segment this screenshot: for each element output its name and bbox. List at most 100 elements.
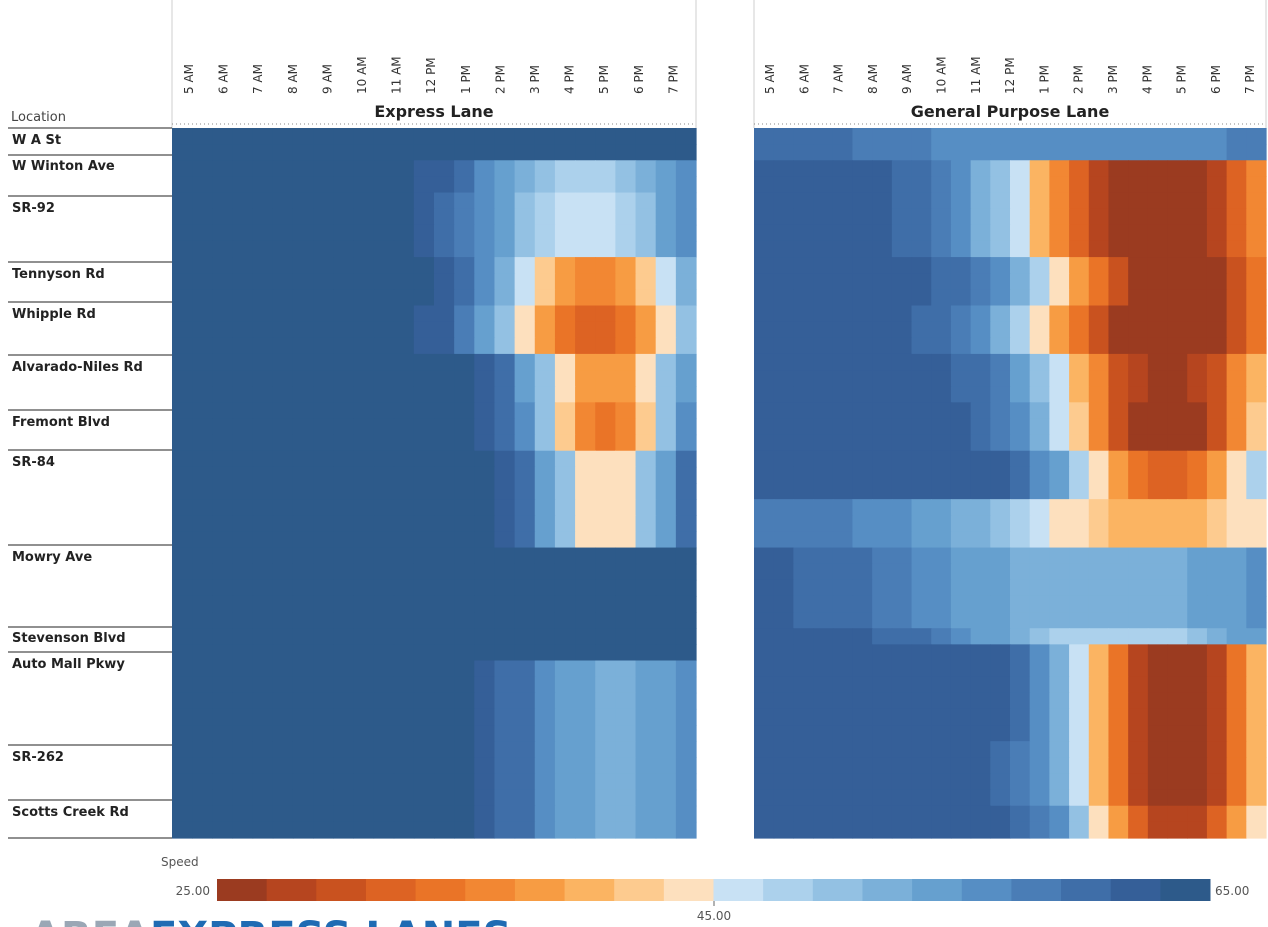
heatmap-cell	[252, 192, 274, 210]
heatmap-cell	[1187, 676, 1208, 694]
heatmap-cell	[1246, 337, 1267, 355]
heatmap-cell	[434, 128, 455, 145]
heatmap-cell	[172, 483, 193, 500]
heatmap-cell	[393, 676, 415, 694]
heatmap-cell	[1108, 692, 1129, 710]
heatmap-cell	[192, 289, 213, 307]
heatmap-cell	[891, 321, 913, 339]
heatmap-cell	[615, 660, 637, 678]
heatmap-cell	[1246, 466, 1267, 484]
heatmap-cell	[872, 240, 893, 258]
heatmap-cell	[434, 789, 455, 807]
heatmap-cell	[454, 805, 475, 823]
heatmap-cell	[832, 483, 854, 500]
heatmap-cell	[615, 708, 637, 726]
heatmap-cell	[891, 789, 913, 807]
heatmap-cell	[172, 450, 193, 468]
heatmap-cell	[1206, 660, 1228, 678]
heatmap-cell	[554, 515, 576, 533]
heatmap-cell	[514, 741, 536, 758]
heatmap-cell	[655, 192, 677, 210]
heatmap-cell	[635, 595, 657, 613]
heatmap-cell	[514, 805, 536, 823]
heatmap-cell	[1108, 176, 1129, 194]
heatmap-cell	[494, 483, 516, 500]
heatmap-cell	[534, 676, 556, 694]
heatmap-cell	[891, 418, 913, 436]
heatmap-cell	[911, 208, 932, 226]
heatmap-cell	[353, 692, 375, 710]
heatmap-cell	[1088, 192, 1110, 210]
heatmap-cell	[891, 805, 913, 823]
heatmap-cell	[413, 531, 435, 549]
heatmap-cell	[413, 353, 435, 371]
heatmap-cell	[970, 660, 991, 678]
heatmap-cell	[595, 547, 616, 565]
heatmap-cell	[931, 531, 952, 549]
heatmap-cell	[272, 515, 294, 533]
heatmap-cell	[514, 128, 536, 145]
heatmap-cell	[575, 144, 596, 161]
heatmap-cell	[1088, 160, 1110, 178]
heatmap-cell	[635, 160, 657, 178]
heatmap-cell	[793, 289, 814, 307]
heatmap-cell	[292, 612, 314, 629]
heatmap-cell	[931, 273, 952, 290]
heatmap-cell	[434, 821, 455, 839]
heatmap-cell	[313, 192, 334, 210]
heatmap-cell	[872, 773, 893, 791]
heatmap-cell	[675, 483, 697, 500]
heatmap-cell	[931, 289, 952, 307]
heatmap-cell	[1049, 531, 1070, 549]
heatmap-cell	[813, 370, 834, 387]
heatmap-cell	[333, 531, 354, 549]
heatmap-cell	[272, 176, 294, 194]
heatmap-cell	[832, 337, 854, 355]
heatmap-cell	[313, 386, 334, 403]
heatmap-cell	[595, 192, 616, 210]
heatmap-cell	[554, 418, 576, 436]
heatmap-cell	[655, 176, 677, 194]
heatmap-cell	[852, 773, 873, 791]
heatmap-cell	[872, 483, 893, 500]
heatmap-cell	[675, 128, 697, 145]
heatmap-cell	[1167, 660, 1188, 678]
heatmap-cell	[595, 757, 616, 775]
heatmap-cell	[1069, 337, 1090, 355]
heatmap-cell	[773, 273, 794, 290]
heatmap-cell	[474, 579, 496, 597]
heatmap-cell	[514, 708, 536, 726]
heatmap-cell	[575, 628, 596, 645]
heatmap-cell	[353, 402, 375, 420]
heatmap-cell	[534, 483, 556, 500]
heatmap-cell	[212, 192, 234, 210]
heatmap-cell	[1088, 466, 1110, 484]
heatmap-cell	[413, 128, 435, 145]
heatmap-cell	[454, 612, 475, 629]
heatmap-cell	[232, 208, 254, 226]
heatmap-cell	[773, 386, 794, 403]
heatmap-cell	[232, 144, 254, 161]
heatmap-cell	[252, 160, 274, 178]
heatmap-cell	[1246, 579, 1267, 597]
heatmap-cell	[595, 370, 616, 387]
heatmap-cell	[891, 289, 913, 307]
heatmap-cell	[232, 531, 254, 549]
heatmap-cell	[252, 547, 274, 565]
heatmap-cell	[575, 192, 596, 210]
heatmap-cell	[1147, 289, 1169, 307]
heatmap-cell	[615, 563, 637, 581]
legend-swatch	[217, 879, 268, 901]
heatmap-cell	[1246, 208, 1267, 226]
heatmap-cell	[353, 515, 375, 533]
heatmap-cell	[1246, 644, 1267, 662]
heatmap-cell	[514, 240, 536, 258]
heatmap-cell	[192, 628, 213, 645]
heatmap-cell	[595, 386, 616, 403]
heatmap-cell	[575, 515, 596, 533]
heatmap-cell	[353, 370, 375, 387]
heatmap-cell	[393, 418, 415, 436]
heatmap-cell	[615, 208, 637, 226]
heatmap-cell	[891, 773, 913, 791]
heatmap-cell	[1167, 805, 1188, 823]
